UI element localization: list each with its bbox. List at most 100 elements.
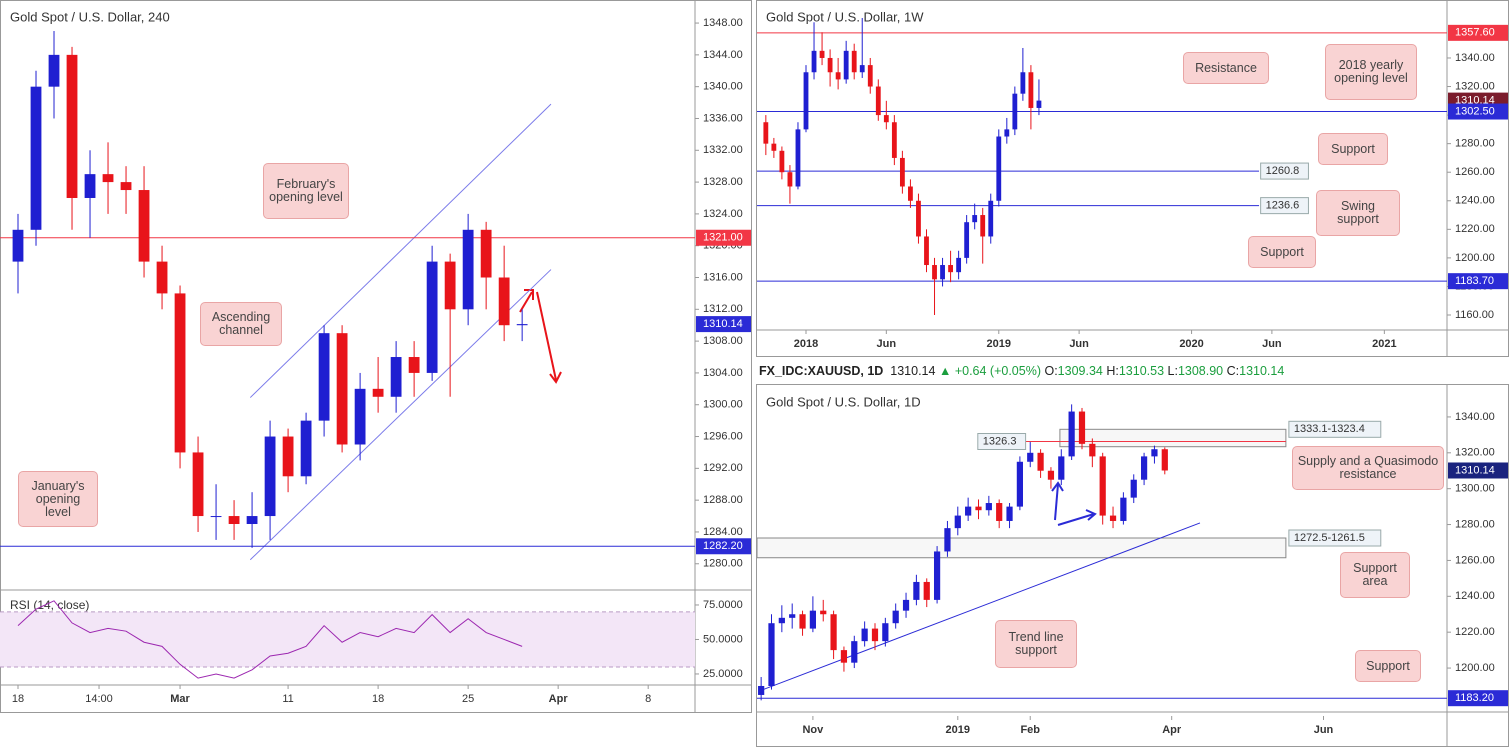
callout: Support [1318,133,1388,165]
x-tick-label: Jun [877,338,897,350]
candle-body [932,265,937,280]
change-arrow: ▲ [938,364,952,378]
candle-body [795,129,801,187]
candle-body [803,72,809,130]
callout: Support [1355,650,1421,682]
price-tag-label: 1310.14 [1455,95,1495,107]
candle-body [228,516,240,525]
candle-body [300,420,312,477]
candle-body [1036,100,1042,108]
chart-title: Gold Spot / U.S. Dollar, 1W [766,9,924,24]
candle-body [768,623,775,686]
candle-body [835,72,841,80]
x-tick-label: Nov [802,724,824,736]
x-tick-label: 8 [645,693,651,705]
y-tick-label: 1308.00 [703,335,743,347]
candle-body [799,614,806,629]
y-tick-label: 1200.00 [1455,662,1495,674]
price-box-label: 1236.6 [1266,200,1300,212]
candle-body [84,174,96,198]
ohlc-fields: O:1309.34 H:1310.53 L:1308.90 C:1310.14 [1044,364,1284,378]
candle-body [1012,93,1018,130]
y-tick-label: 1200.00 [1455,252,1495,264]
candle-body [988,200,994,237]
price-tag-label: 1282.20 [703,540,743,552]
candle-body [779,150,785,173]
y-tick-label: 1340.00 [1455,52,1495,64]
candle-body [758,685,765,695]
x-tick-label: Feb [1020,724,1040,736]
candle-body [1016,461,1023,507]
y-tick-label: 1320.00 [1455,447,1495,459]
price-tag-label: 1310.14 [1455,464,1495,476]
x-tick-label: Apr [1162,724,1182,736]
price-tag [1448,103,1508,120]
price-tag [696,538,751,555]
candle-body [264,436,276,517]
field-key: O: [1044,364,1058,378]
candle-body [1120,497,1127,521]
x-tick-label: 2021 [1372,338,1396,350]
candle-body [913,581,920,600]
y-tick-label: 1340.00 [703,81,743,93]
candle-body [1020,72,1026,94]
candle-body [318,333,330,421]
candle-body [426,261,438,373]
candle-body [811,50,817,73]
candle-body [1058,456,1065,480]
candle-body [210,516,222,518]
price-tag-label: 1310.14 [703,318,743,330]
field-key: H: [1106,364,1119,378]
zone-label: 1333.1-1323.4 [1294,423,1365,435]
candle-body [956,257,962,273]
candle-body [282,436,294,477]
field-key: C: [1226,364,1240,378]
y-tick-label: 1332.00 [703,144,743,156]
arrow [1051,481,1097,526]
candle-body [843,50,849,80]
candle-body [902,599,910,611]
candle-body [1089,443,1096,457]
candle-body [948,265,953,273]
candle-body [778,617,785,624]
candle-body [875,86,881,116]
candle-body [882,623,889,642]
field-value: 1310.14 [1239,364,1285,378]
candle-body [980,215,986,237]
callout: Ascending channel [200,302,282,346]
candle-body [462,229,474,310]
y-tick-label: 1328.00 [703,176,743,188]
candle-body [933,551,941,600]
x-tick-label: Jun [1069,338,1089,350]
y-tick-label: 1284.00 [703,526,743,538]
candle-body [820,610,827,615]
candle-body [891,122,897,158]
candle-body [66,54,78,198]
zone [1059,428,1287,448]
y-tick-label: 1300.00 [703,399,743,411]
candle-body [48,54,60,87]
candle-body [899,157,905,187]
rsi-label: RSI (14, close) [10,598,89,612]
zone [757,537,1287,559]
y-tick-label: 1280.00 [1455,138,1495,150]
candle-body [498,277,510,326]
trend-line [759,522,1201,692]
x-tick-label: Apr [549,693,569,705]
y-tick-label: 1280.00 [1455,518,1495,530]
plot-area [757,404,1447,701]
price-tag [1448,273,1508,290]
price-tag-label: 1357.60 [1455,27,1495,39]
candle-body [30,86,42,230]
candle-body [789,614,796,618]
zone-tag [1288,529,1382,547]
zone-label: 1272.5-1261.5 [1294,532,1365,544]
candle-body [390,357,402,397]
last-price: 1310.14 [890,364,936,378]
candle-body [940,265,945,280]
y-tick-label: 1344.00 [703,49,743,61]
plot-area [757,17,1447,316]
candle-body [1047,470,1055,480]
